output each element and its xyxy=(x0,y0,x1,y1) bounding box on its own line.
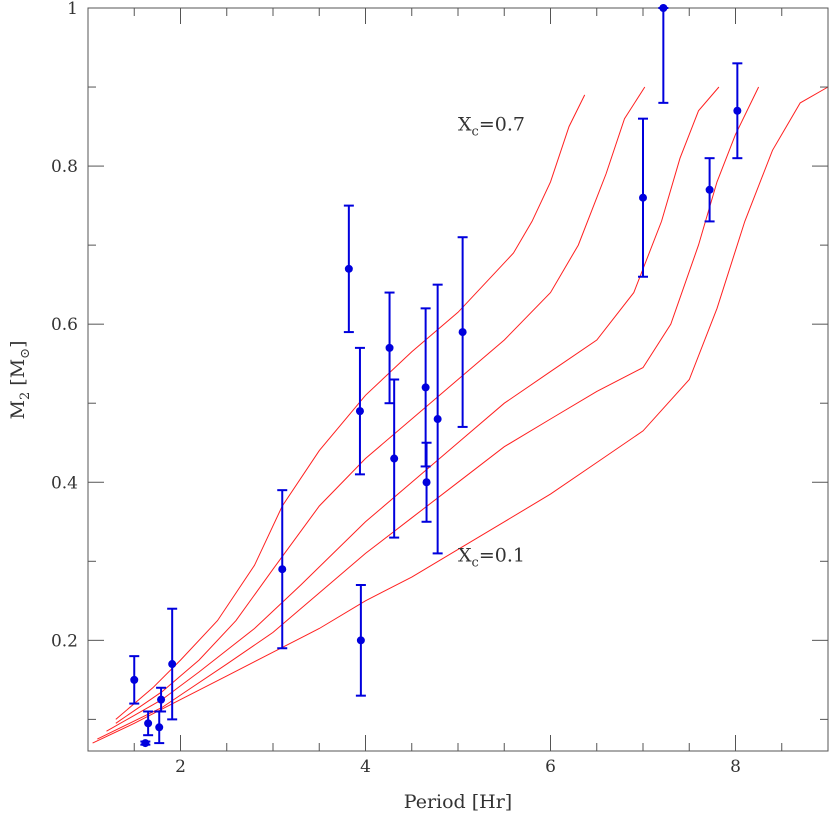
data-point xyxy=(704,157,715,223)
y-tick-label: 0.4 xyxy=(51,473,78,493)
data-point xyxy=(343,204,354,334)
model-curve-3 xyxy=(106,86,720,732)
y-label-unit-close: ] xyxy=(7,341,29,348)
point-marker xyxy=(157,695,166,704)
data-point xyxy=(457,236,468,428)
point-marker xyxy=(458,328,467,337)
point-marker xyxy=(385,343,394,352)
y-tick-label: 1 xyxy=(67,0,78,19)
model-curve-1 xyxy=(115,94,586,720)
data-point xyxy=(277,489,288,650)
point-marker xyxy=(422,478,431,487)
point-marker xyxy=(130,675,139,684)
model-curve-5 xyxy=(92,86,829,744)
y-label-unit-open: [M xyxy=(7,359,29,392)
data-point xyxy=(355,584,366,697)
y-axis-label: M2 [M⊙] xyxy=(7,341,33,420)
data-points xyxy=(129,4,743,748)
y-tick-label: 0.8 xyxy=(51,157,78,177)
axis-ticks: 2 4 6 8 0.2 0.4 0.6 0.8 1 xyxy=(51,0,829,777)
point-marker xyxy=(168,660,177,669)
y-label-sub: 2 xyxy=(18,392,33,400)
data-point xyxy=(432,283,443,555)
x-axis-label: Period [Hr] xyxy=(404,791,512,813)
data-point xyxy=(354,346,365,476)
data-point xyxy=(143,710,154,737)
model-curves xyxy=(92,86,829,744)
data-point xyxy=(638,117,648,278)
point-marker xyxy=(344,264,353,273)
model-curve-4 xyxy=(97,86,760,740)
y-tick-label: 0.6 xyxy=(51,315,78,335)
point-marker xyxy=(639,193,647,202)
point-marker xyxy=(390,454,399,463)
x-tick-label: 6 xyxy=(545,757,556,777)
x-tick-label: 2 xyxy=(175,757,186,777)
data-point xyxy=(154,710,165,745)
point-marker xyxy=(659,4,668,12)
data-point xyxy=(658,4,669,104)
point-marker xyxy=(144,719,153,728)
y-label-main: M xyxy=(7,400,29,419)
data-point xyxy=(389,378,400,539)
data-point xyxy=(156,686,167,713)
point-marker xyxy=(433,415,442,424)
data-point xyxy=(732,62,743,160)
data-point xyxy=(167,607,178,721)
y-label-unit-sub: ⊙ xyxy=(18,348,33,359)
data-point xyxy=(421,441,432,523)
point-marker xyxy=(733,106,742,115)
point-marker xyxy=(355,407,364,416)
point-marker xyxy=(155,723,164,732)
curve-annotation: Xc=0.7 xyxy=(458,114,525,140)
data-point xyxy=(129,655,140,705)
point-marker xyxy=(421,383,430,392)
model-curve-2 xyxy=(115,86,646,724)
point-marker xyxy=(705,185,714,194)
x-tick-label: 4 xyxy=(360,757,371,777)
point-marker xyxy=(356,636,365,645)
data-point xyxy=(140,739,151,748)
annotations: Xc=0.7 Xc=0.1 xyxy=(458,114,525,571)
data-point xyxy=(384,291,395,405)
point-marker xyxy=(141,739,150,748)
x-tick-label: 8 xyxy=(730,757,741,777)
point-marker xyxy=(278,565,287,574)
curve-annotation: Xc=0.1 xyxy=(458,544,525,570)
y-tick-label: 0.2 xyxy=(51,631,78,651)
